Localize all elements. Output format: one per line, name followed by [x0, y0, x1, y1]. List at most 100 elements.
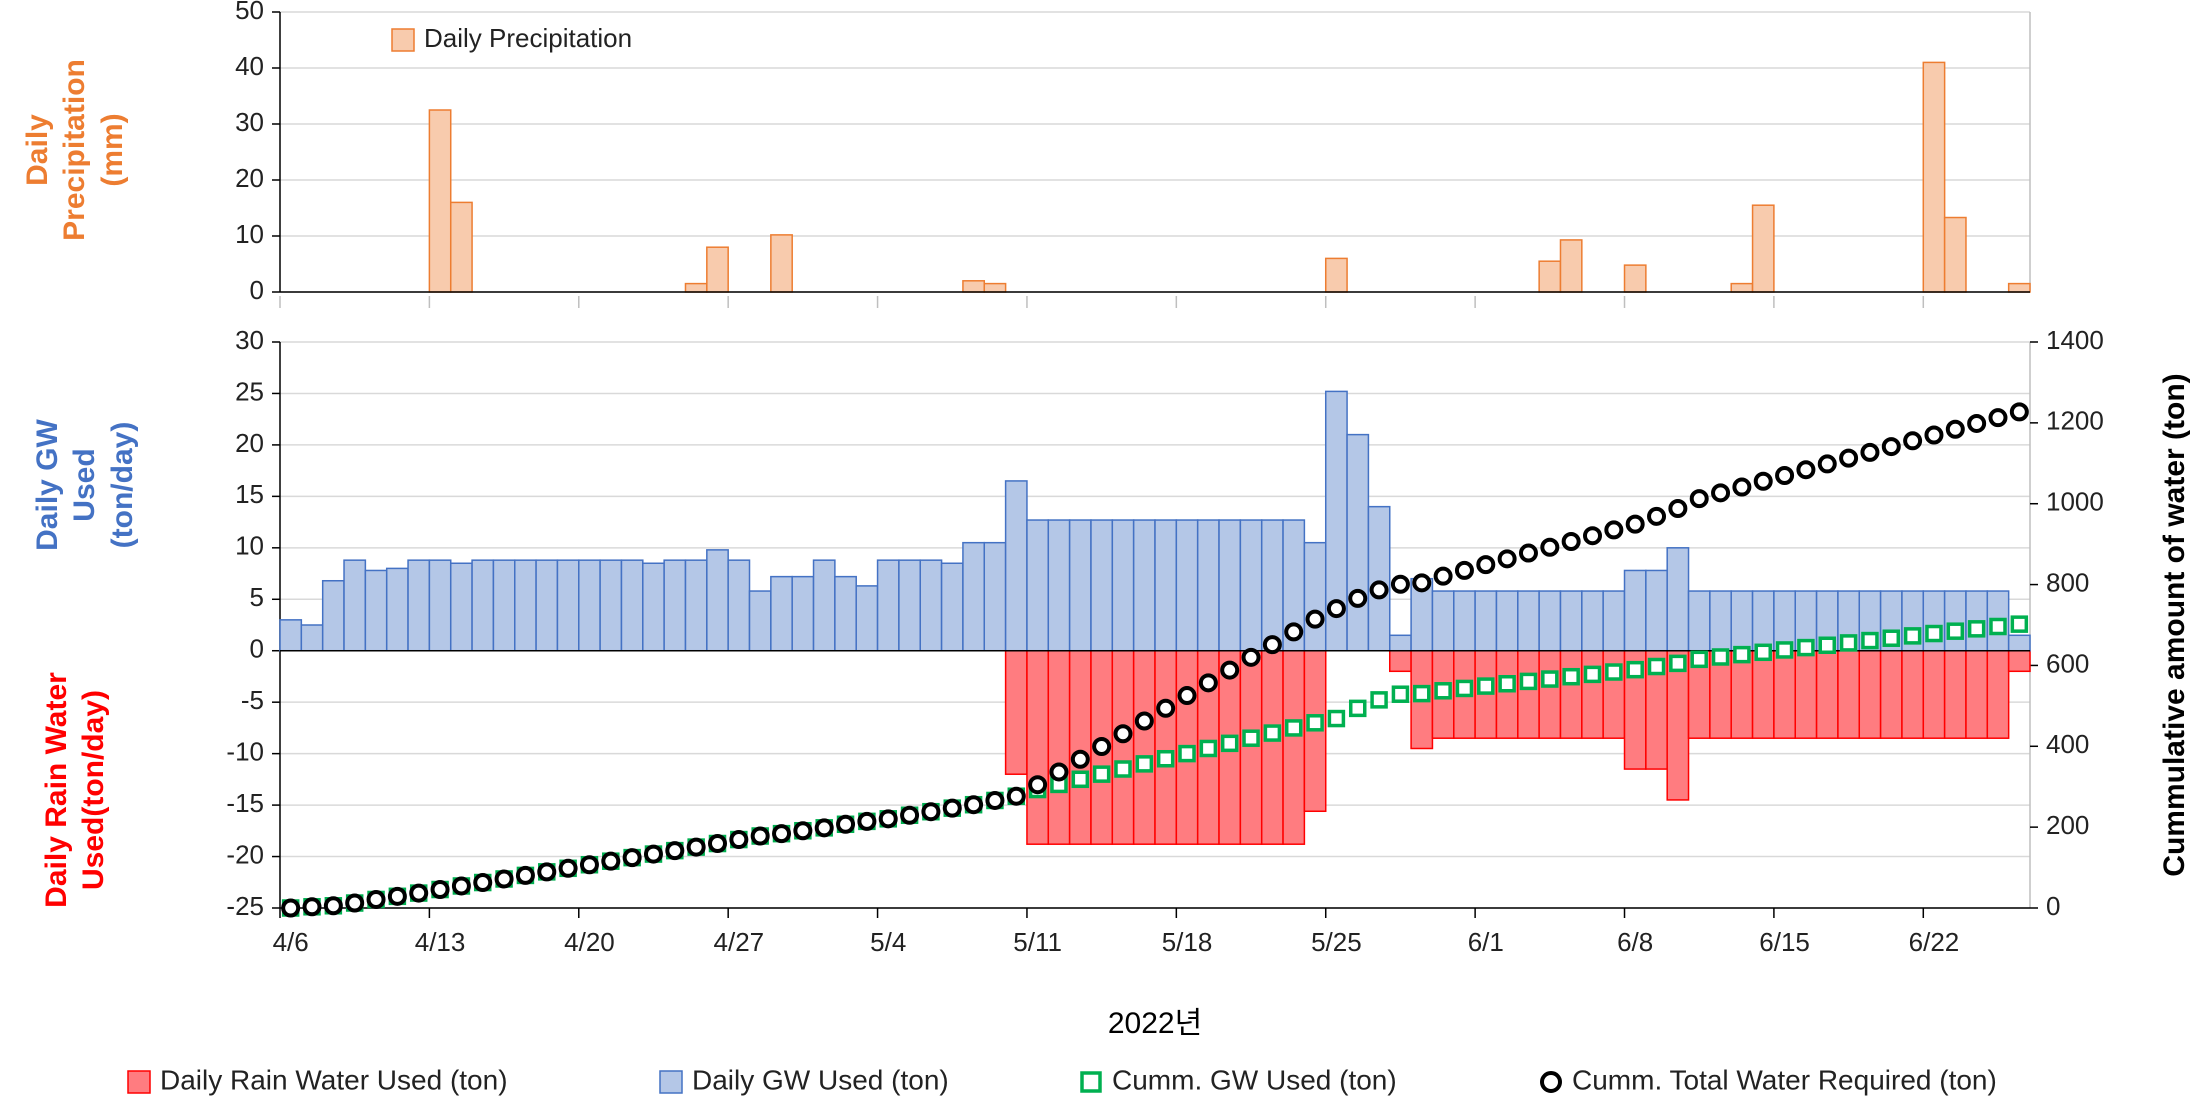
- marker: [1177, 686, 1197, 706]
- bar: [983, 541, 1007, 652]
- y-tick-label: -5: [241, 685, 264, 715]
- bar: [428, 559, 452, 652]
- bar: [428, 109, 452, 293]
- bar: [1090, 519, 1114, 652]
- marker: [1562, 667, 1580, 686]
- bar: [1175, 519, 1199, 652]
- bar: [1346, 433, 1370, 652]
- marker: [1049, 762, 1069, 782]
- bar: [1687, 590, 1711, 652]
- legend-marker: [659, 1070, 683, 1094]
- marker: [2009, 402, 2029, 422]
- bar: [1730, 590, 1754, 652]
- bar: [1986, 649, 2010, 739]
- marker: [1092, 736, 1112, 756]
- bar: [1773, 649, 1796, 739]
- marker: [1540, 537, 1560, 557]
- legend-label: Daily GW Used (ton): [692, 1064, 949, 1095]
- y-axis-title: Daily Rain Water Used(ton/day): [39, 672, 111, 908]
- bar: [1389, 634, 1412, 652]
- bar: [1943, 590, 1967, 652]
- y2-tick-label: 600: [2046, 648, 2089, 678]
- y2-tick-label: 1400: [2046, 325, 2104, 355]
- marker: [1220, 660, 1240, 680]
- bar: [1453, 590, 1476, 652]
- bar: [1111, 649, 1135, 845]
- marker: [451, 876, 471, 896]
- bar: [1026, 649, 1050, 845]
- marker: [1881, 437, 1901, 457]
- bar: [1666, 547, 1690, 652]
- x-tick-label: 6/8: [1617, 927, 1653, 957]
- marker: [964, 795, 984, 815]
- marker: [1306, 714, 1324, 732]
- marker: [1391, 685, 1410, 703]
- bar: [1068, 519, 1092, 652]
- y-tick-label: 20: [235, 428, 264, 458]
- bar: [1004, 649, 1028, 775]
- marker: [1925, 624, 1943, 643]
- bar: [1645, 569, 1668, 652]
- y-tick-label: -15: [226, 788, 264, 818]
- marker: [1839, 448, 1859, 468]
- marker: [1134, 711, 1154, 731]
- marker: [1454, 560, 1474, 580]
- bar: [1879, 649, 1903, 739]
- marker: [1412, 573, 1432, 593]
- y-tick-label: -20: [226, 839, 264, 869]
- marker: [1647, 506, 1667, 526]
- y-tick-label: 15: [235, 479, 264, 509]
- bar: [1260, 519, 1284, 652]
- bar: [770, 234, 793, 293]
- marker: [1455, 679, 1474, 698]
- marker: [1519, 672, 1538, 691]
- marker: [1861, 631, 1879, 650]
- marker: [1348, 699, 1367, 718]
- marker: [1433, 566, 1453, 586]
- marker: [1326, 599, 1346, 619]
- bar: [578, 559, 601, 652]
- y-tick-label: 40: [235, 51, 264, 81]
- legend-marker: [1080, 1071, 1102, 1093]
- bar: [321, 579, 345, 652]
- marker: [1541, 670, 1559, 688]
- bar: [684, 559, 708, 652]
- legend-marker: [127, 1070, 151, 1094]
- y-tick-label: -25: [226, 891, 264, 921]
- y-tick-label: 0: [250, 275, 264, 305]
- y-tick-label: 30: [235, 107, 264, 137]
- legend-label: Daily Rain Water Used (ton): [160, 1064, 508, 1095]
- y-tick-label: 0: [250, 634, 264, 664]
- marker: [1241, 647, 1261, 667]
- bar: [514, 559, 537, 652]
- marker: [1370, 691, 1388, 709]
- marker: [1946, 622, 1965, 640]
- marker: [1967, 413, 1987, 433]
- marker: [1924, 425, 1944, 445]
- y2-tick-label: 200: [2046, 810, 2089, 840]
- marker: [665, 841, 685, 861]
- bar: [1901, 649, 1925, 739]
- bar: [1623, 264, 1647, 293]
- legend-label: Cumm. Total Water Required (ton): [1572, 1064, 1997, 1095]
- marker: [643, 844, 663, 864]
- bar: [1751, 590, 1775, 652]
- marker: [1945, 419, 1965, 439]
- marker: [1903, 431, 1923, 451]
- bar: [919, 559, 943, 652]
- marker: [1626, 660, 1644, 679]
- bar: [1431, 590, 1455, 652]
- bar: [1730, 649, 1754, 739]
- marker: [1114, 760, 1132, 778]
- marker: [1967, 620, 1986, 638]
- bar: [1068, 649, 1092, 845]
- bar: [407, 559, 431, 652]
- bar: [471, 559, 495, 652]
- bar: [1517, 590, 1540, 652]
- marker: [1390, 574, 1410, 594]
- marker: [558, 858, 578, 878]
- marker: [1583, 526, 1602, 546]
- y-axis-title: Daily Precipitation (mm): [20, 59, 129, 241]
- marker: [1903, 627, 1922, 645]
